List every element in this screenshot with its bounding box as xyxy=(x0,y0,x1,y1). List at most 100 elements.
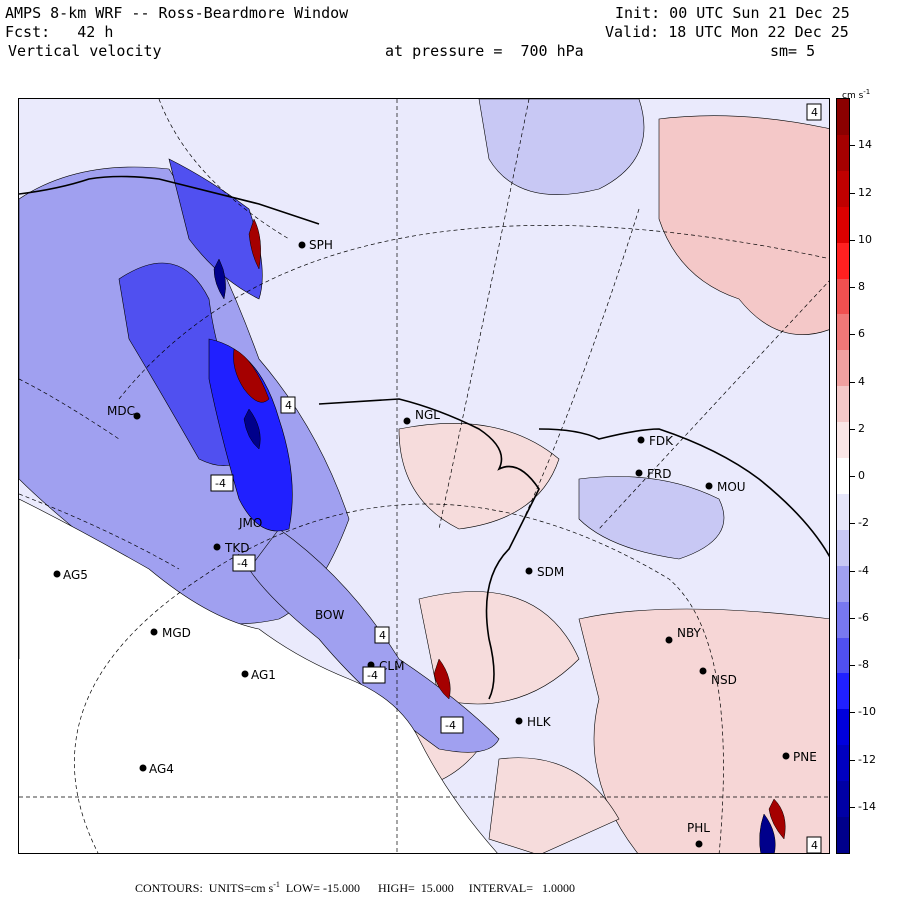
station-label-JMO: JMO xyxy=(238,516,262,530)
colorbar-tick xyxy=(850,334,855,336)
station-label-TKD: TKD xyxy=(224,541,249,555)
colorbar-swatch xyxy=(837,817,849,854)
colorbar-tick xyxy=(850,617,855,619)
colorbar-tick xyxy=(850,523,855,525)
station-label-MDC: MDC xyxy=(107,404,135,418)
station-label-AG4: AG4 xyxy=(149,762,174,776)
contour-label: -4 xyxy=(215,477,226,490)
below-ground-region xyxy=(19,498,498,853)
station-label-NSD: NSD xyxy=(711,673,737,687)
station-dot-AG1 xyxy=(241,670,249,678)
station-label-NGL: NGL xyxy=(415,408,440,422)
colorbar-tick xyxy=(850,759,855,761)
colorbar-swatch xyxy=(837,134,849,172)
contour-label: 4 xyxy=(379,629,386,642)
contour-label: -4 xyxy=(237,557,248,570)
station-dot-NSD xyxy=(699,667,707,675)
colorbar-label: 14 xyxy=(858,138,872,152)
smoothing: sm= 5 xyxy=(770,42,816,60)
colorbar-swatch xyxy=(837,493,849,531)
colorbar-swatch xyxy=(837,601,849,639)
valid-time: Valid: 18 UTC Mon 22 Dec 25 xyxy=(605,23,849,41)
station-label-AG5: AG5 xyxy=(63,568,88,582)
colorbar-swatch xyxy=(837,242,849,279)
colorbar-label: -4 xyxy=(858,563,869,577)
title-line1: AMPS 8-km WRF -- Ross-Beardmore Window xyxy=(5,4,349,22)
colorbar-swatch xyxy=(837,170,849,208)
colorbar-swatch xyxy=(837,350,849,387)
station-label-PNE: PNE xyxy=(793,750,817,764)
colorbar-units: cm s-1 xyxy=(842,88,871,101)
colorbar-swatch xyxy=(837,206,849,244)
colorbar-swatch xyxy=(837,422,849,459)
vertical-velocity-map: SPH MDC NGL FDK FRD MOU SDM TKD AG5 MGD … xyxy=(19,99,829,853)
station-label-FDK: FDK xyxy=(649,434,674,448)
station-label-BOW: BOW xyxy=(315,608,344,622)
colorbar-swatch xyxy=(837,565,849,603)
colorbar-label: -12 xyxy=(858,752,876,766)
colorbar-tick xyxy=(850,192,855,194)
station-dot-TKD xyxy=(213,543,221,551)
colorbar-swatch xyxy=(837,745,849,782)
map-panel: SPH MDC NGL FDK FRD MOU SDM TKD AG5 MGD … xyxy=(18,98,830,854)
station-label-SPH: SPH xyxy=(309,238,333,252)
colorbar xyxy=(836,98,850,854)
station-label-FRD: FRD xyxy=(647,467,671,481)
colorbar-label: 10 xyxy=(858,232,872,246)
coastline xyxy=(19,175,829,700)
station-label-SDM: SDM xyxy=(537,565,564,579)
contour-label: 4 xyxy=(811,839,818,852)
station-label-PHL: PHL xyxy=(687,821,710,835)
colorbar-swatch xyxy=(837,386,849,423)
station-dot-MOU xyxy=(705,482,713,490)
colorbar-tick xyxy=(850,665,855,666)
colorbar-tick xyxy=(850,145,855,147)
colorbar-swatch xyxy=(837,709,849,746)
colorbar-label: 8 xyxy=(858,280,865,293)
station-label-AG1: AG1 xyxy=(251,668,276,682)
colorbar-swatch xyxy=(837,458,849,495)
colorbar-tick xyxy=(850,239,855,241)
intense-updraft-cores xyxy=(213,218,786,853)
station-dot-SPH xyxy=(298,241,306,249)
graticule xyxy=(19,99,829,853)
colorbar-tick xyxy=(850,381,855,383)
contour-label: 4 xyxy=(811,106,818,119)
station-dot-SDM xyxy=(525,567,533,575)
station-dot-AG5 xyxy=(53,570,61,578)
colorbar-swatch xyxy=(837,673,849,710)
station-dot-FRD xyxy=(635,469,643,477)
station-dot-FDK xyxy=(637,436,645,444)
station-markers: SPH MDC NGL FDK FRD MOU SDM TKD AG5 MGD … xyxy=(53,238,817,848)
station-dot-HLK xyxy=(515,717,523,725)
colorbar-tick xyxy=(850,428,855,430)
contour-info: CONTOURS: UNITS=cm s-1 LOW= -15.000 HIGH… xyxy=(135,880,576,895)
forecast-hour: Fcst: 42 h xyxy=(5,23,114,41)
station-dot-NBY xyxy=(665,636,673,644)
colorbar-tick xyxy=(850,476,855,477)
negative-velocity-areas xyxy=(19,99,725,753)
colorbar-label: 0 xyxy=(858,469,865,482)
contour-label: -4 xyxy=(445,719,456,732)
colorbar-swatch xyxy=(837,781,849,818)
colorbar-tick xyxy=(850,712,855,714)
init-time: Init: 00 UTC Sun 21 Dec 25 xyxy=(615,4,850,22)
colorbar-label: 4 xyxy=(858,374,865,388)
station-label-MOU: MOU xyxy=(717,480,746,494)
colorbar-swatch xyxy=(837,99,849,136)
colorbar-label: 2 xyxy=(858,421,865,435)
below-ground-lower xyxy=(19,659,139,853)
colorbar-tick xyxy=(850,806,855,808)
station-dot-PHL xyxy=(695,840,703,848)
contour-label: -4 xyxy=(367,669,378,682)
station-label-NBY: NBY xyxy=(677,626,702,640)
station-dot-PNE xyxy=(782,752,790,760)
colorbar-label: -2 xyxy=(858,516,869,530)
colorbar-label: -14 xyxy=(858,799,876,813)
colorbar-label: 6 xyxy=(858,327,865,341)
station-dot-AG4 xyxy=(139,764,147,772)
pressure-level: at pressure = 700 hPa xyxy=(385,42,584,60)
colorbar-swatch xyxy=(837,637,849,674)
station-label-HLK: HLK xyxy=(527,715,552,729)
contour-label-boxes: 4 -4 -4 4 -4 -4 4 4 xyxy=(210,103,822,853)
